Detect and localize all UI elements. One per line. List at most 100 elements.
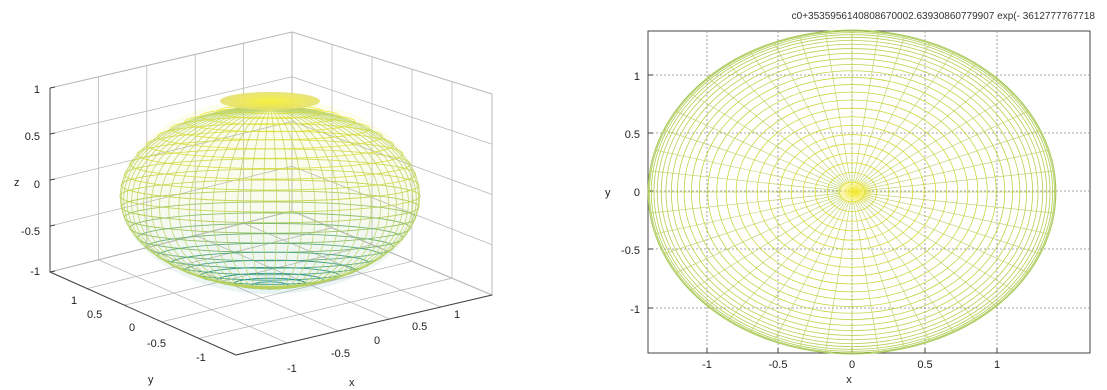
meridian-line: [212, 107, 271, 290]
radial-line: [663, 129, 841, 189]
radial-line: [861, 93, 1015, 187]
radial-line: [853, 201, 879, 353]
radial-line: [727, 63, 845, 185]
ellipse-wireframe: [647, 29, 1057, 355]
y-tick-0.5: 0.5: [625, 129, 640, 141]
y-tick-1: 1: [634, 71, 640, 83]
radial-line: [857, 51, 955, 184]
y-axis-label: y: [148, 374, 154, 386]
radial-line: [853, 31, 879, 183]
radial-line: [773, 42, 848, 184]
y-tick-minus1: -1: [196, 352, 206, 364]
y-axis-line: [49, 271, 237, 356]
meridian-line: [269, 107, 352, 290]
meridian-line: [150, 106, 271, 289]
radial-line: [689, 93, 843, 187]
ellipsoid-wireframe: [119, 92, 421, 294]
meridian-line: [178, 107, 271, 289]
left-tick-labels: 1 0.5 0 -0.5 -1 z 1 0.5 0 -0.5 -1 y -1 -…: [14, 84, 460, 389]
y-tick-minus0.5: -0.5: [621, 245, 640, 257]
meridian-line: [269, 107, 303, 290]
y-tick-0: 0: [634, 187, 640, 199]
latitude-ring: [136, 139, 404, 169]
latitude-ring: [123, 158, 417, 191]
radial-line: [654, 149, 841, 190]
meridian-line: [269, 105, 420, 287]
grid-line: [98, 259, 288, 344]
meridian-line: [269, 107, 328, 290]
radial-line: [854, 201, 906, 349]
z-tick-mark: [49, 178, 56, 181]
meridian-line: [269, 105, 421, 287]
x-tick-minus1: -1: [702, 359, 712, 371]
latitude-ring: [129, 148, 411, 180]
radial-line: [825, 31, 851, 183]
x-tick-0.5: 0.5: [412, 321, 427, 333]
latitude-ring: [184, 111, 356, 133]
radial-line: [663, 195, 841, 255]
radial-line: [649, 192, 840, 214]
radial-line: [707, 198, 844, 307]
z-tick-minus0.5: -0.5: [21, 226, 40, 238]
x-tick-0: 0: [374, 335, 380, 347]
meridian-line: [263, 107, 271, 290]
z-tick-mark: [49, 86, 56, 89]
meridian-line: [269, 107, 316, 290]
radial-line: [649, 170, 840, 192]
radial-line: [856, 42, 931, 184]
radial-line: [860, 198, 997, 307]
x-tick-minus0.5: -0.5: [331, 348, 350, 360]
meridian-line: [269, 107, 291, 290]
z-tick-0: 0: [34, 179, 40, 191]
latitude-ring: [146, 130, 394, 159]
meridian-line: [237, 107, 271, 290]
radial-line: [727, 199, 845, 321]
radial-line: [654, 194, 841, 235]
surface-plot-3d: 1 0.5 0 -0.5 -1 z 1 0.5 0 -0.5 -1 y -1 -…: [14, 31, 494, 389]
z-tick-mark: [49, 224, 56, 227]
meridian-line: [269, 107, 362, 289]
y-tick-minus1: -1: [630, 304, 640, 316]
radial-line: [859, 63, 977, 185]
radial-line: [863, 129, 1041, 189]
x-axis-label: x: [349, 377, 355, 389]
radial-line: [860, 77, 997, 186]
meridian-line: [269, 107, 277, 290]
radial-line: [689, 197, 843, 291]
x-tick-0.5: 0.5: [917, 359, 932, 371]
radial-line: [749, 51, 847, 184]
radial-line: [862, 110, 1029, 188]
top-cap: [220, 92, 320, 110]
center-peak: [835, 178, 875, 206]
radial-line: [854, 35, 906, 183]
x-tick-1: 1: [454, 309, 460, 321]
meridian-line: [136, 106, 271, 288]
grid-line: [198, 277, 453, 339]
radial-line: [773, 200, 848, 342]
x-axis-label: x: [846, 374, 852, 386]
radial-line: [856, 200, 931, 342]
y-tick-0.5: 0.5: [87, 309, 102, 321]
radial-line: [749, 200, 847, 333]
radial-line: [863, 195, 1041, 255]
meridian-line: [143, 106, 271, 288]
meridian-line: [249, 107, 271, 290]
y-tick-minus0.5: -0.5: [147, 338, 166, 350]
x-tick-minus1: -1: [287, 363, 297, 375]
radial-line: [861, 197, 1015, 291]
latitude-ring: [120, 168, 420, 202]
meridian-line: [269, 107, 340, 290]
radial-line: [798, 35, 850, 183]
radial-line: [863, 194, 1050, 235]
y-tick-0: 0: [129, 322, 135, 334]
x-axis-line: [235, 294, 493, 356]
y-tick-1: 1: [71, 295, 77, 307]
meridian-line: [158, 106, 271, 289]
y-axis-label: y: [605, 187, 611, 199]
x-tick-minus0.5: -0.5: [769, 359, 788, 371]
z-tick-0.5: 0.5: [25, 131, 40, 143]
radial-line: [675, 196, 842, 274]
radial-line: [859, 199, 977, 321]
radial-line: [857, 200, 955, 333]
z-tick-1: 1: [34, 84, 40, 96]
